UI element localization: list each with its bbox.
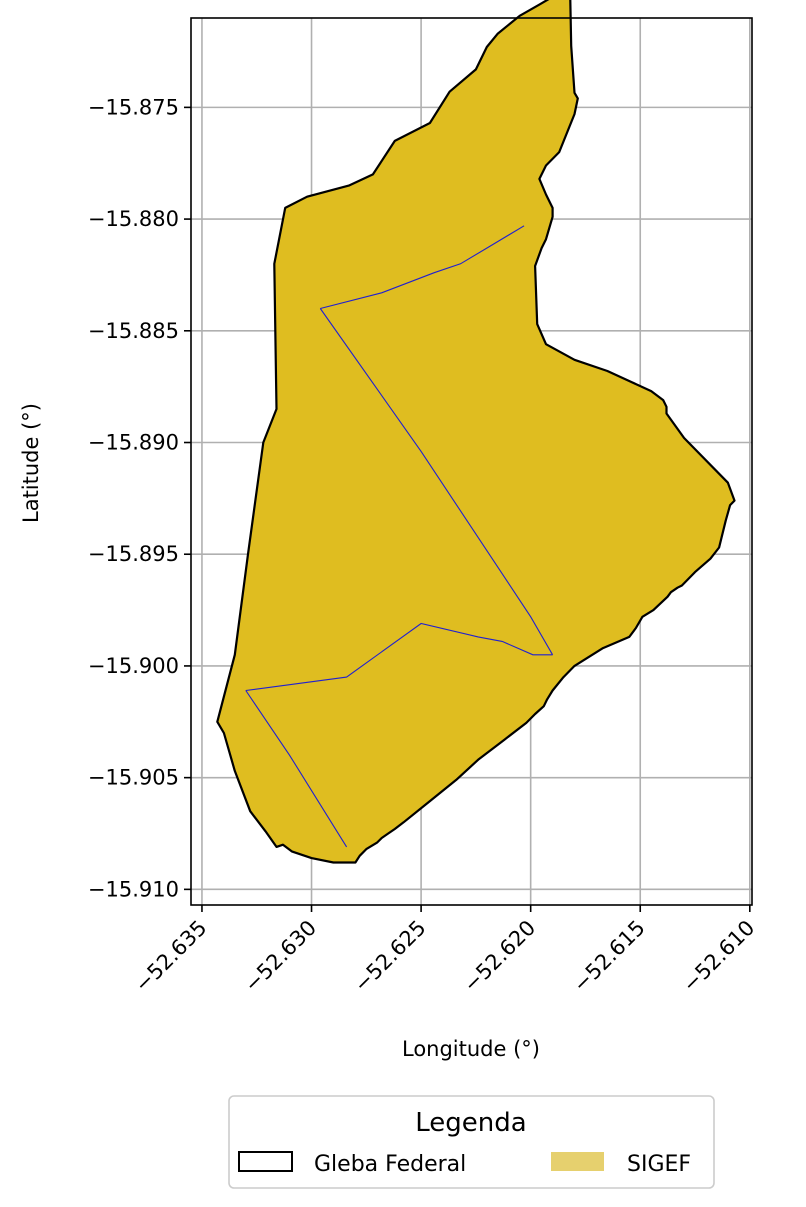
legend-title: Legenda (415, 1108, 526, 1138)
y-axis-title: Latitude (°) (19, 403, 43, 523)
x-tick-label-4: −52.615 (568, 916, 649, 997)
y-tick-label-0: −15.875 (88, 95, 179, 119)
parcel-line-2 (245, 622, 553, 692)
x-tick-label-3: −52.620 (459, 916, 540, 997)
x-tick-label-5: −52.610 (678, 916, 759, 997)
y-tick-label-4: −15.895 (88, 542, 179, 566)
x-tick-label-2: −52.625 (349, 916, 430, 997)
y-tick-label-5: −15.900 (88, 654, 179, 678)
parcel-line-0 (320, 225, 525, 310)
y-tick-label-1: −15.880 (88, 207, 179, 231)
y-tick-label-7: −15.910 (88, 877, 179, 901)
x-tick-label-0: −52.635 (130, 916, 211, 997)
x-tick-label-1: −52.630 (240, 916, 321, 997)
sigef-area-fill (217, 0, 735, 863)
legend-label-sigef: SIGEF (627, 1152, 691, 1177)
y-tick-label-2: −15.885 (88, 319, 179, 343)
legend-swatch-sigef (551, 1152, 604, 1171)
parcel-line-1 (319, 308, 554, 656)
y-tick-label-3: −15.890 (88, 431, 179, 455)
y-tick-label-6: −15.905 (88, 766, 179, 790)
map-data (216, 0, 736, 864)
legend-label-gleba-federal: Gleba Federal (314, 1152, 466, 1177)
parcel-line-3 (245, 690, 348, 848)
axes-frame (190, 17, 753, 906)
legend-swatch-gleba-federal (238, 1151, 293, 1172)
gleba-federal-outline (216, 0, 736, 864)
parcel-lines (245, 225, 554, 848)
x-axis-title: Longitude (°) (402, 1037, 540, 1061)
legend: Legenda Gleba Federal SIGEF (228, 1095, 715, 1189)
